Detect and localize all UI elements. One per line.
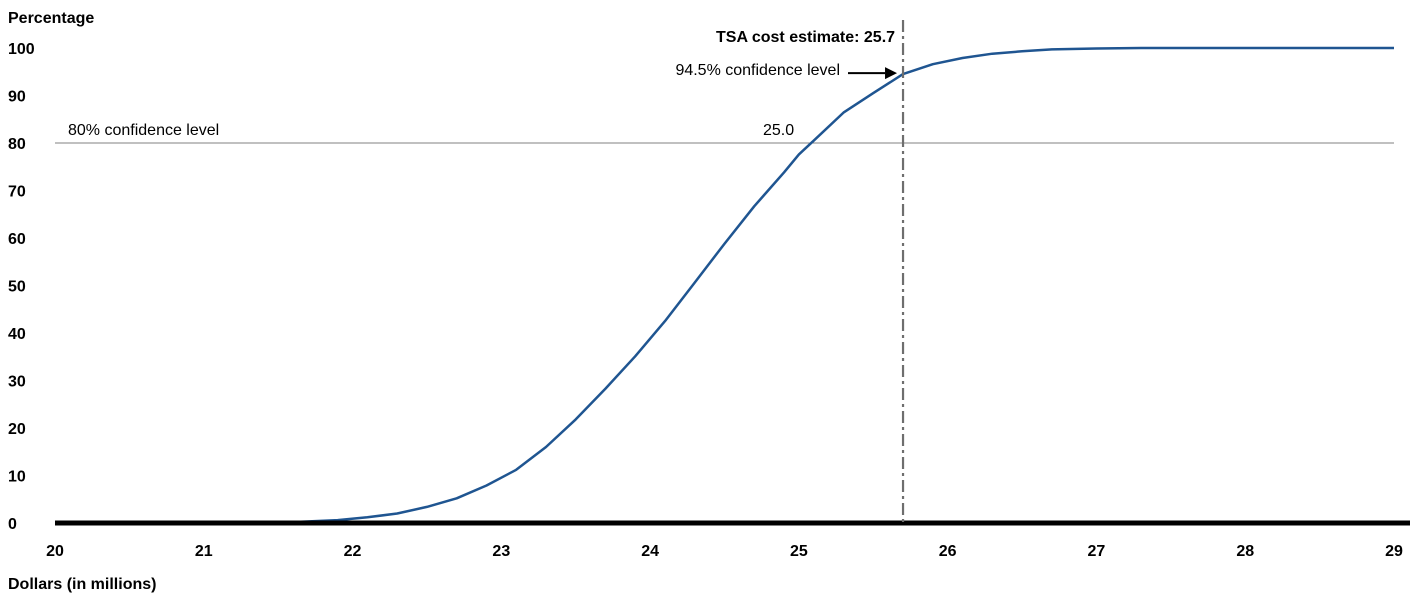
y-tick-label: 50 (8, 279, 26, 296)
series-line (55, 46, 1394, 525)
y-tick-label: 40 (8, 326, 26, 343)
x-tick-label: 20 (46, 543, 64, 560)
y-tick-label: 100 (8, 41, 35, 58)
y-tick-label: 10 (8, 469, 26, 486)
x-tick-labels: 20 21 22 23 24 25 26 27 28 29 (46, 543, 1403, 560)
y-axis-title: Percentage (8, 10, 94, 27)
x-tick-label: 22 (344, 543, 362, 560)
y-tick-label: 20 (8, 421, 26, 438)
y-tick-label: 60 (8, 231, 26, 248)
y-tick-labels: 0 10 20 30 40 50 60 70 80 90 100 (8, 41, 35, 533)
x-tick-label: 28 (1236, 543, 1254, 560)
estimate-label: TSA cost estimate: 25.7 (716, 29, 895, 46)
y-tick-label: 70 (8, 184, 26, 201)
reference-value-label: 25.0 (763, 122, 794, 139)
y-tick-label: 90 (8, 89, 26, 106)
x-tick-label: 24 (641, 543, 659, 560)
y-tick-label: 80 (8, 136, 26, 153)
x-axis-title: Dollars (in millions) (8, 576, 156, 593)
x-tick-label: 26 (939, 543, 957, 560)
x-tick-label: 21 (195, 543, 213, 560)
x-tick-label: 25 (790, 543, 808, 560)
y-tick-label: 0 (8, 516, 17, 533)
x-tick-label: 29 (1385, 543, 1403, 560)
x-tick-label: 23 (492, 543, 510, 560)
arrow-head (885, 67, 898, 80)
y-tick-label: 30 (8, 374, 26, 391)
x-tick-label: 27 (1088, 543, 1106, 560)
reference-line-group: 80% confidence level 25.0 (55, 122, 1394, 144)
reference-line-label: 80% confidence level (68, 122, 219, 139)
arrow-annotation-label: 94.5% confidence level (675, 62, 840, 79)
